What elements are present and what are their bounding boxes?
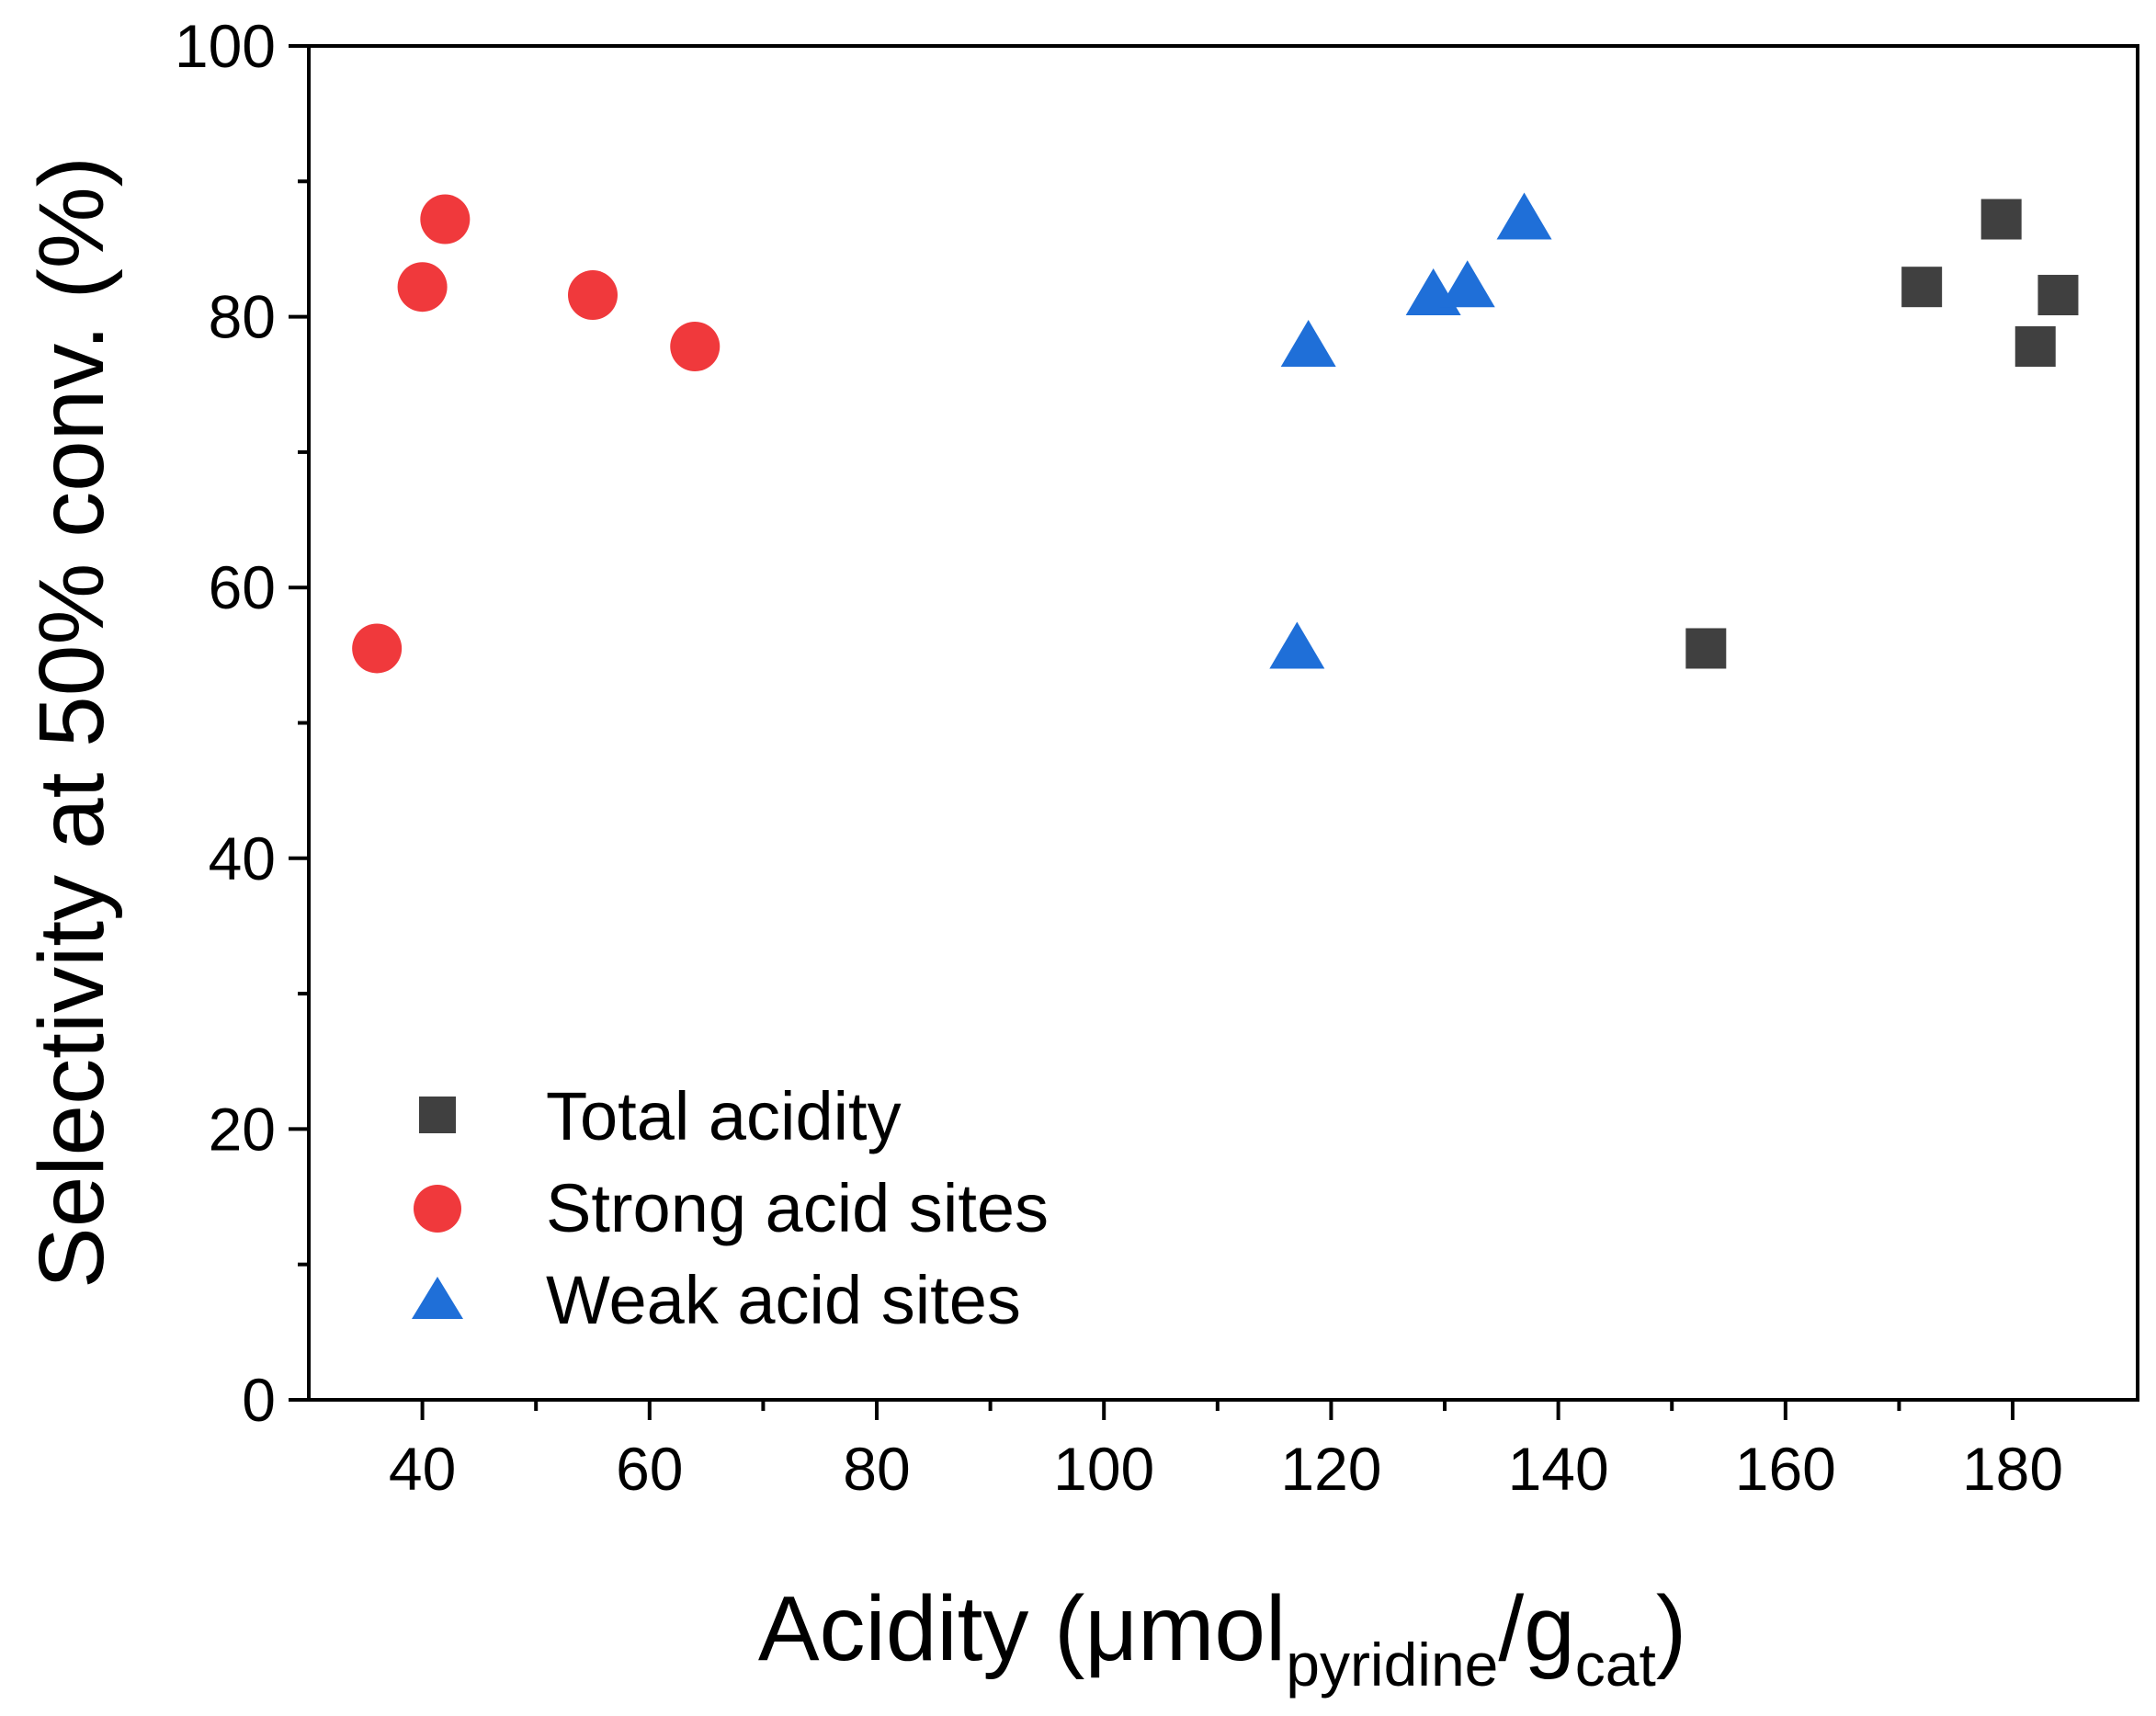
data-point-strong-acid-sites [670, 322, 721, 372]
data-point-strong-acid-sites [568, 270, 618, 321]
legend-marker-strong-acid-sites [414, 1185, 461, 1233]
x-tick-label: 180 [1962, 1435, 2063, 1503]
x-axis-title: Acidity (μmolpyridine/gcat) [758, 1577, 1686, 1699]
legend-label-total-acidity: Total acidity [546, 1078, 902, 1154]
y-axis-ticks: 0 20 40 60 80 100 [175, 12, 309, 1434]
legend-label-strong-acid-sites: Strong acid sites [546, 1170, 1049, 1246]
x-tick-label: 100 [1053, 1435, 1154, 1503]
data-point-total-acidity [1980, 199, 2022, 240]
y-tick-label: 60 [209, 553, 276, 621]
data-point-weak-acid-sites [1496, 192, 1552, 240]
data-point-total-acidity [2014, 326, 2056, 368]
y-tick-label: 20 [209, 1095, 276, 1163]
x-axis-title-main: Acidity (μmol [758, 1577, 1286, 1680]
data-point-strong-acid-sites [352, 623, 403, 674]
x-axis-title-sub1: pyridine [1286, 1631, 1498, 1699]
y-tick-label: 40 [209, 824, 276, 892]
x-axis-title-end: ) [1656, 1577, 1686, 1680]
x-axis-ticks: 40 60 80 100 120 140 160 180 [389, 1400, 2063, 1503]
data-point-weak-acid-sites [1269, 621, 1325, 669]
x-tick-label: 40 [389, 1435, 456, 1503]
data-point-weak-acid-sites [1280, 320, 1336, 368]
y-tick-label: 0 [242, 1366, 276, 1434]
y-axis-title: Selectivity at 50% conv. (%) [20, 156, 123, 1289]
data-point-total-acidity [1685, 628, 1727, 669]
data-point-strong-acid-sites [420, 194, 471, 244]
legend: Total acidity Strong acid sites Weak aci… [412, 1078, 1049, 1338]
x-tick-label: 140 [1508, 1435, 1609, 1503]
y-tick-label: 100 [175, 12, 276, 80]
legend-marker-total-acidity [419, 1097, 456, 1133]
x-tick-label: 120 [1280, 1435, 1381, 1503]
x-tick-label: 80 [843, 1435, 910, 1503]
x-axis-title-mid: /g [1498, 1577, 1574, 1680]
y-tick-label: 80 [209, 283, 276, 351]
x-axis-title-sub2: cat [1575, 1631, 1656, 1699]
data-markers [352, 192, 2079, 674]
x-tick-label: 160 [1735, 1435, 1836, 1503]
data-point-weak-acid-sites [1439, 260, 1495, 308]
data-point-total-acidity [2037, 275, 2079, 316]
data-point-strong-acid-sites [397, 262, 448, 313]
legend-label-weak-acid-sites: Weak acid sites [546, 1262, 1021, 1338]
data-point-total-acidity [1901, 267, 1943, 308]
x-tick-label: 60 [616, 1435, 683, 1503]
legend-marker-weak-acid-sites [412, 1277, 463, 1319]
